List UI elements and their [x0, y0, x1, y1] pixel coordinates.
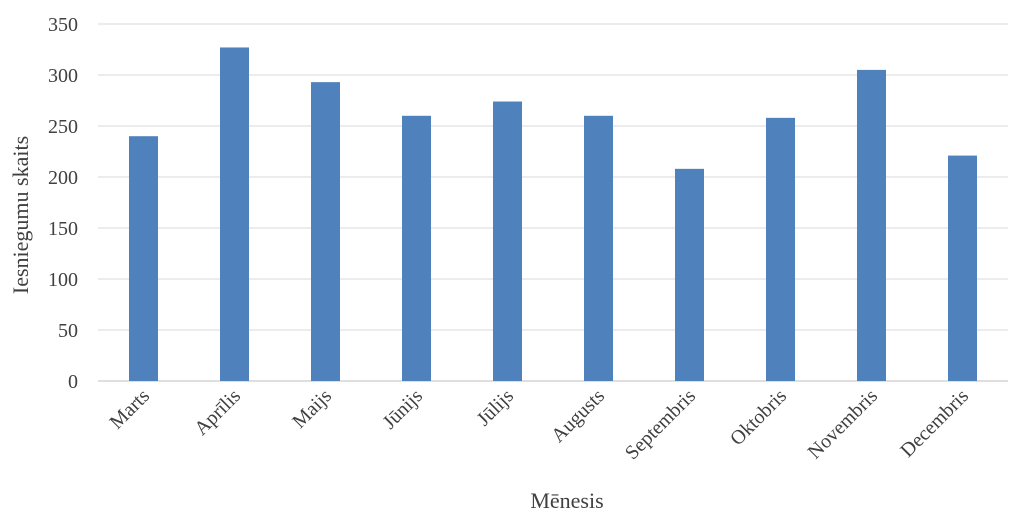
- y-tick-label: 0: [68, 371, 78, 393]
- x-tick-label: Jūlijs: [473, 385, 519, 431]
- bar-novembris: [857, 69, 886, 382]
- bar-jūlijs: [493, 101, 522, 382]
- bar-septembris: [675, 168, 704, 381]
- y-tick-label: 100: [48, 269, 78, 291]
- x-tick-label: Oktobris: [726, 385, 791, 450]
- x-tick-label: Novembris: [804, 385, 883, 464]
- x-tick-label: Jūnijs: [378, 385, 427, 434]
- y-tick-label: 200: [48, 167, 78, 189]
- x-tick-label: Maijs: [288, 385, 336, 433]
- y-tick-labels: 0 50 100 150 200 250 300 350: [48, 14, 78, 393]
- y-tick-label: 250: [48, 116, 78, 138]
- bar-aprīlis: [220, 47, 249, 382]
- bar-marts: [129, 136, 158, 381]
- y-tick-label: 150: [48, 218, 78, 240]
- y-tick-label: 300: [48, 65, 78, 87]
- bars: [129, 47, 977, 382]
- x-tick-label: Aprīlis: [190, 385, 245, 440]
- y-tick-label: 350: [48, 14, 78, 36]
- bar-decembris: [948, 155, 977, 381]
- y-tick-label: 50: [58, 320, 78, 342]
- x-tick-labels: Marts Aprīlis Maijs Jūnijs Jūlijs Augusts Sept…: [105, 385, 973, 464]
- x-tick-label: Marts: [105, 385, 154, 434]
- x-axis-title: Mēnesis: [530, 488, 603, 513]
- bar-oktobris: [766, 117, 795, 381]
- bar-augusts: [584, 115, 613, 382]
- bar-jūnijs: [402, 115, 431, 382]
- x-tick-label: Septembris: [621, 385, 700, 464]
- x-tick-label: Decembris: [896, 385, 973, 462]
- x-tick-label: Augusts: [547, 385, 609, 447]
- bar-maijs: [311, 82, 340, 381]
- y-axis-title: Iesniegumu skaits: [8, 136, 33, 294]
- gridlines: [98, 23, 1008, 382]
